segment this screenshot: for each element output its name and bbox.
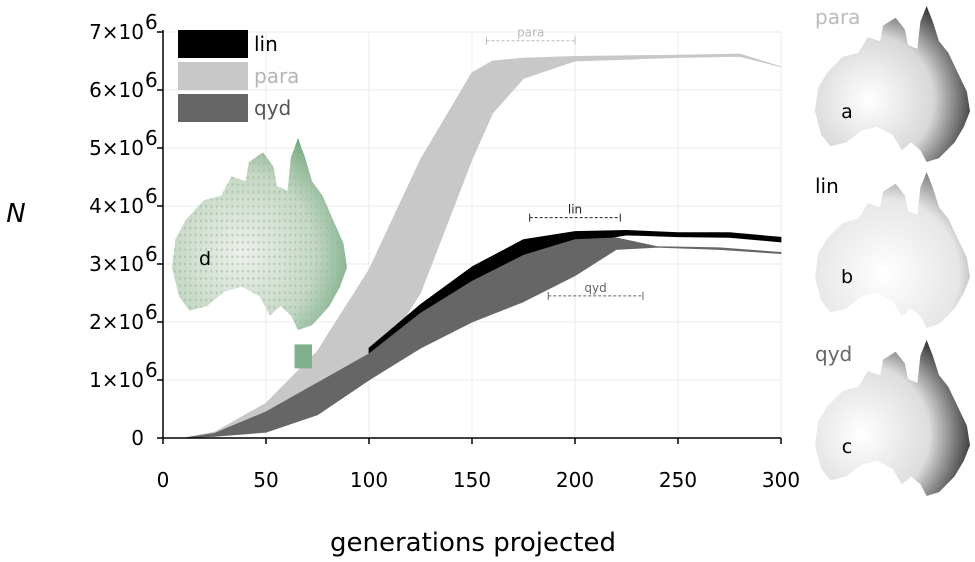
panel-letter-b: b: [841, 266, 853, 288]
y-tick-label: 0: [131, 426, 144, 450]
y-tick-exponent: 6: [145, 10, 158, 34]
map-insets: d para a lin b qyd c: [172, 5, 970, 496]
x-tick-label: 200: [556, 468, 594, 492]
x-tick-label: 150: [453, 468, 491, 492]
y-tick-exponent: 6: [145, 300, 158, 324]
y-tick-label: 2×10: [89, 310, 144, 334]
map-c: [815, 340, 970, 496]
panel-tag-para: para: [815, 5, 860, 29]
y-tick-label: 4×10: [89, 194, 144, 218]
bracket-label-lin: lin: [568, 203, 582, 217]
y-tick-label: 6×10: [89, 78, 144, 102]
map-a: [815, 6, 970, 162]
map-b: [815, 172, 970, 328]
panel-letter-a: a: [841, 101, 853, 123]
y-axis-label: N: [6, 199, 25, 229]
map-a-shape: [815, 6, 970, 162]
panel-letter-c: c: [842, 436, 852, 458]
range-brackets: para lin qyd: [485, 26, 644, 300]
map-d-dots: [172, 138, 347, 330]
legend: lin para qyd: [178, 30, 299, 122]
panel-tag-qyd: qyd: [815, 342, 852, 366]
legend-label-para: para: [254, 64, 299, 88]
y-tick-exponent: 6: [145, 126, 158, 150]
y-tick-exponent: 6: [145, 184, 158, 208]
x-axis-label: generations projected: [330, 528, 616, 558]
y-tick-label: 1×10: [89, 368, 144, 392]
bracket-label-para: para: [517, 26, 544, 40]
x-tick-label: 300: [762, 468, 800, 492]
x-tick-label: 0: [157, 468, 170, 492]
x-tick-label: 250: [659, 468, 697, 492]
map-d: [172, 138, 347, 369]
series-area-qyd: [183, 237, 782, 439]
y-tick-exponent: 6: [145, 68, 158, 92]
bracket-label-qyd: qyd: [584, 281, 606, 295]
legend-label-qyd: qyd: [254, 96, 291, 120]
map-c-shape: [815, 340, 970, 496]
legend-swatch-qyd: [178, 94, 248, 122]
x-tick-label: 50: [253, 468, 278, 492]
map-b-shape: [815, 172, 970, 328]
legend-label-lin: lin: [254, 32, 278, 56]
y-tick-exponent: 6: [145, 358, 158, 382]
x-tick-label: 100: [350, 468, 388, 492]
y-tick-label: 3×10: [89, 252, 144, 276]
y-tick-label: 5×10: [89, 136, 144, 160]
map-d-tasmania: [294, 344, 312, 369]
y-tick-label: 7×10: [89, 20, 144, 44]
panel-tag-lin: lin: [815, 174, 839, 198]
series-areas: [183, 53, 782, 439]
legend-swatch-para: [178, 62, 248, 90]
panel-letter-d: d: [199, 248, 211, 270]
y-tick-exponent: 6: [145, 242, 158, 266]
legend-swatch-lin: [178, 30, 248, 58]
